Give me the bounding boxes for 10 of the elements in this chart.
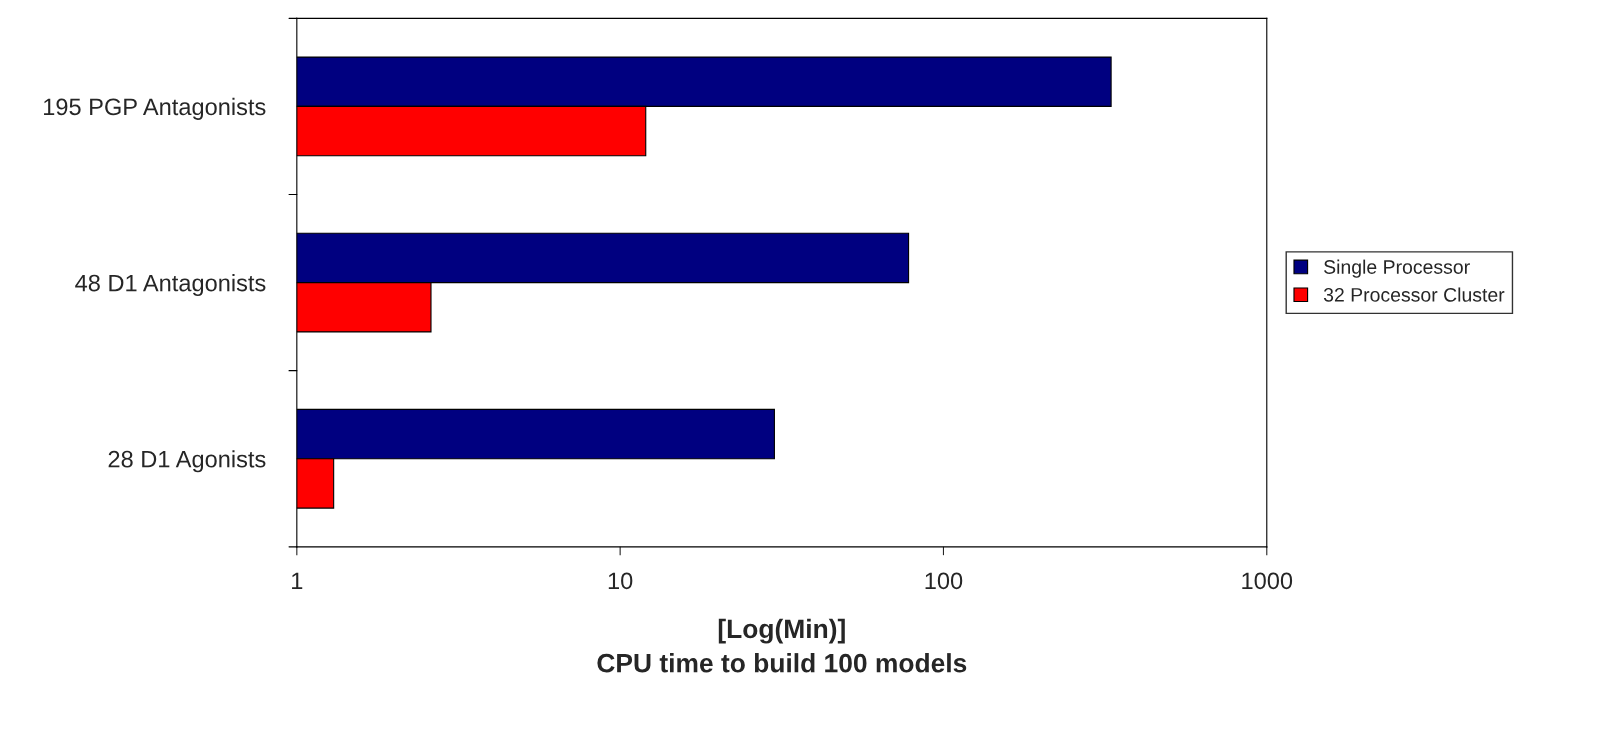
x-tick-label: 1: [292, 572, 303, 589]
y-tick-label: 48 D1 Antagonists: [75, 274, 266, 297]
y-tick-label: 195 PGP Antagonists: [44, 97, 266, 120]
x-tick-label: 100: [925, 572, 963, 590]
y-tick-label: 28 D1 Agonists: [108, 450, 266, 473]
legend-label: Single Processor: [1324, 259, 1470, 278]
x-tick-label: 10: [608, 572, 633, 590]
x-tick-label: 1000: [1242, 572, 1293, 590]
legend-label: 32 Processor Cluster: [1323, 287, 1505, 302]
x-axis-title: [Log(Min)] CPU time to build 100 models: [597, 618, 967, 673]
